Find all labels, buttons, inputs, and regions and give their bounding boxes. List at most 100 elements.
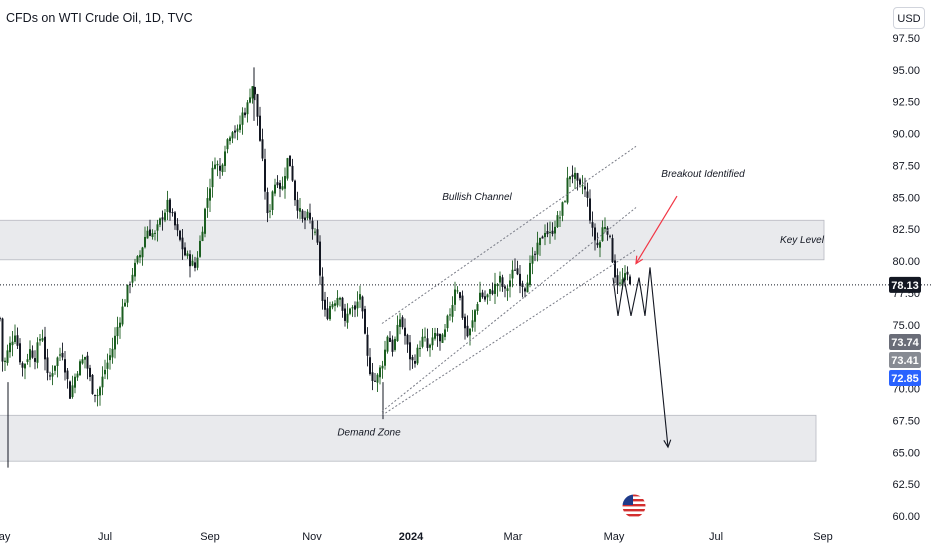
candle-body	[441, 334, 444, 343]
candle-body	[191, 260, 194, 266]
candle-body	[579, 179, 581, 185]
x-axis[interactable]: May Jul Sep Nov 2024 Mar May Jul Sep	[0, 531, 833, 543]
candle-body	[251, 86, 254, 99]
candle-body	[154, 232, 156, 234]
candle-body	[594, 227, 596, 241]
candle-body	[336, 297, 339, 306]
price-tag-a-bg	[889, 334, 921, 350]
candle-body	[99, 387, 101, 396]
chart-title: CFDs on WTI Crude Oil, 1D, TVC	[6, 11, 193, 25]
candle-body	[176, 224, 179, 231]
candle-body	[469, 328, 471, 336]
x-tick-label: Jul	[98, 531, 112, 543]
candle-body	[481, 292, 484, 298]
candle-body	[201, 231, 204, 242]
candle-body	[274, 184, 276, 194]
last-price-tag: 72.85	[891, 373, 919, 385]
candle-body	[249, 97, 251, 103]
price-tags: 78.13 73.74 73.41 72.85	[889, 276, 921, 386]
candle-body	[179, 230, 181, 240]
candle-body	[66, 370, 69, 380]
candle-body	[289, 155, 291, 167]
candle-body	[104, 369, 106, 375]
candle-body	[609, 235, 611, 237]
candle-body	[559, 217, 561, 219]
candle-body	[584, 186, 586, 190]
candle-body	[531, 255, 534, 264]
candle-body	[279, 182, 281, 189]
projection-arrow	[649, 267, 669, 448]
candle-body	[41, 338, 44, 341]
y-tick-label: 87.50	[892, 160, 920, 172]
candle-body	[31, 350, 34, 358]
candle-body	[174, 212, 176, 226]
candle-body	[316, 229, 319, 243]
y-tick-label: 95.00	[892, 65, 920, 77]
candle-body	[489, 289, 491, 294]
candle-body	[381, 365, 384, 369]
candle-body	[69, 381, 71, 399]
candle-body	[4, 360, 6, 363]
candle-body	[404, 327, 406, 336]
candle-body	[161, 217, 164, 220]
candle-body	[334, 303, 336, 306]
us-flag-icon[interactable]	[621, 493, 647, 519]
currency-button[interactable]: USD	[893, 7, 925, 29]
candle-body	[196, 257, 199, 268]
candle-body	[234, 130, 236, 133]
candle-body	[366, 334, 369, 356]
candle-body	[16, 335, 19, 346]
candle-body	[151, 233, 154, 237]
candle-body	[549, 232, 551, 234]
candle-body	[374, 380, 376, 382]
candle-body	[534, 253, 536, 255]
candle-body	[449, 314, 451, 316]
candle-body	[109, 355, 111, 361]
candle-body	[599, 242, 601, 248]
candle-body	[341, 297, 344, 311]
candle-body	[94, 394, 96, 396]
candle-body	[71, 385, 74, 398]
candle-body	[291, 165, 294, 181]
y-tick-label: 97.50	[892, 33, 920, 45]
candle-body	[126, 284, 129, 303]
candle-body	[299, 208, 301, 212]
candle-body	[301, 210, 304, 219]
candle-body	[429, 344, 431, 348]
candle-body	[46, 357, 49, 374]
x-tick-label: Mar	[504, 531, 523, 543]
candle-body	[364, 308, 366, 334]
candle-body	[86, 355, 89, 369]
candle-body	[271, 191, 274, 211]
candle-body	[351, 307, 354, 309]
candle-body	[141, 247, 144, 258]
candle-body	[571, 174, 574, 177]
candle-body	[0, 318, 1, 320]
annotation-demand-zone: Demand Zone	[337, 428, 401, 439]
y-tick-label: 70.00	[892, 384, 920, 396]
y-axis[interactable]: 97.50 95.00 92.50 90.00 87.50 85.00 82.50 80.00…	[892, 33, 920, 523]
candles-layer	[0, 67, 631, 468]
candle-body	[39, 339, 41, 341]
candle-body	[244, 112, 246, 116]
candle-body	[284, 176, 286, 189]
candle-body	[61, 352, 64, 358]
y-tick-label: 67.50	[892, 415, 920, 427]
y-tick-label: 92.50	[892, 97, 920, 109]
candle-body	[496, 284, 499, 287]
y-tick-label: 60.00	[892, 511, 920, 523]
x-tick-label: May	[604, 531, 625, 543]
candle-body	[89, 367, 91, 377]
candle-body	[296, 199, 299, 211]
projection-arrow-head	[663, 439, 672, 449]
candle-body	[536, 242, 539, 255]
candle-body	[399, 319, 401, 327]
candle-body	[214, 164, 216, 169]
candle-body	[56, 357, 59, 367]
candle-body	[359, 294, 361, 300]
candle-body	[269, 210, 271, 212]
y-tick-label: 85.00	[892, 192, 920, 204]
candle-body	[51, 373, 54, 377]
candle-body	[444, 329, 446, 337]
